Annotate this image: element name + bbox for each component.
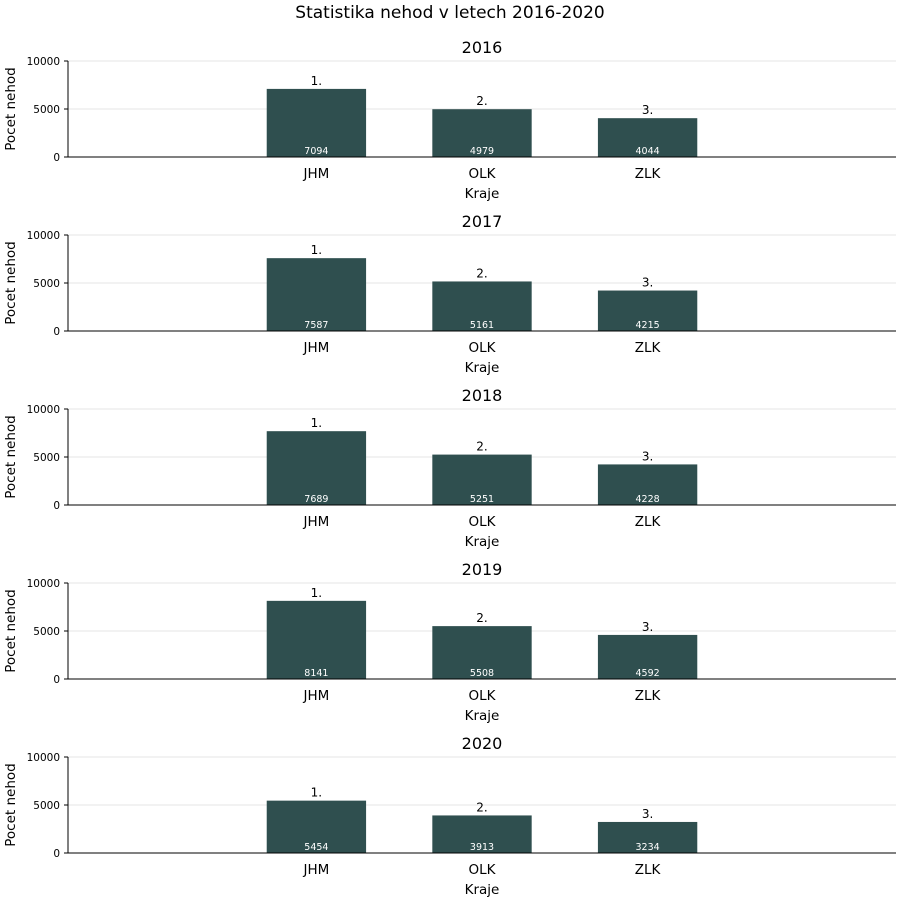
y-tick-label: 0 (53, 326, 60, 338)
y-tick-label: 5000 (33, 800, 60, 812)
x-tick-label: ZLK (635, 166, 662, 182)
rank-label: 3. (642, 807, 653, 821)
panel-title: 2018 (462, 386, 503, 405)
x-axis-label: Kraje (465, 186, 500, 202)
value-label: 5508 (470, 668, 494, 679)
rank-label: 2. (476, 611, 487, 625)
value-label: 7689 (304, 494, 328, 505)
x-tick-label: ZLK (635, 862, 662, 878)
x-tick-label: JHM (303, 340, 330, 356)
bar (432, 626, 532, 679)
figure-title: Statistika nehod v letech 2016-2020 (295, 3, 604, 23)
value-label: 4979 (470, 146, 494, 157)
y-axis-label: Pocet nehod (3, 415, 19, 498)
y-axis-label: Pocet nehod (3, 67, 19, 150)
bar (597, 821, 698, 853)
rank-label: 1. (311, 586, 322, 600)
y-axis-label: Pocet nehod (3, 241, 19, 324)
value-label: 8141 (304, 668, 328, 679)
bar (432, 454, 532, 505)
rank-label: 1. (311, 74, 322, 88)
x-axis-label: Kraje (465, 534, 500, 550)
y-tick-label: 5000 (33, 626, 60, 638)
x-axis-label: Kraje (465, 708, 500, 724)
rank-label: 3. (642, 103, 653, 117)
value-label: 7094 (304, 146, 328, 157)
y-tick-label: 5000 (33, 104, 60, 116)
rank-label: 1. (311, 243, 322, 257)
x-tick-label: OLK (469, 514, 497, 530)
rank-label: 2. (476, 440, 487, 454)
y-tick-label: 10000 (27, 56, 60, 68)
y-tick-label: 0 (53, 500, 60, 512)
x-tick-label: JHM (303, 514, 330, 530)
panel-title: 2016 (462, 38, 503, 57)
rank-label: 2. (476, 94, 487, 108)
y-tick-label: 10000 (27, 578, 60, 590)
y-tick-label: 10000 (27, 404, 60, 416)
x-tick-label: ZLK (635, 688, 662, 704)
value-label: 5251 (470, 494, 494, 505)
value-label: 5161 (470, 320, 494, 331)
y-tick-label: 5000 (33, 278, 60, 290)
value-label: 4592 (636, 668, 660, 679)
x-axis-label: Kraje (465, 360, 500, 376)
bar (266, 88, 367, 157)
x-tick-label: JHM (303, 166, 330, 182)
bar (266, 600, 367, 679)
rank-label: 2. (476, 800, 487, 814)
y-axis-label: Pocet nehod (3, 763, 19, 846)
rank-label: 1. (311, 416, 322, 430)
x-tick-label: ZLK (635, 340, 662, 356)
value-label: 7587 (304, 320, 328, 331)
value-label: 3913 (470, 842, 494, 853)
bar (266, 258, 367, 331)
panel-title: 2019 (462, 560, 503, 579)
x-tick-label: OLK (469, 862, 497, 878)
y-tick-label: 0 (53, 674, 60, 686)
panel-title: 2017 (462, 212, 503, 231)
y-tick-label: 0 (53, 848, 60, 860)
y-tick-label: 0 (53, 152, 60, 164)
value-label: 5454 (304, 842, 328, 853)
panel-title: 2020 (462, 734, 503, 753)
bar (432, 109, 532, 157)
rank-label: 2. (476, 266, 487, 280)
bar (597, 464, 698, 505)
rank-label: 1. (311, 786, 322, 800)
y-axis-label: Pocet nehod (3, 589, 19, 672)
rank-label: 3. (642, 449, 653, 463)
x-tick-label: JHM (303, 688, 330, 704)
x-tick-label: OLK (469, 340, 497, 356)
bar (597, 290, 698, 331)
x-tick-label: OLK (469, 688, 497, 704)
bar (266, 800, 367, 853)
value-label: 4228 (636, 494, 660, 505)
bar (597, 118, 698, 157)
y-tick-label: 5000 (33, 452, 60, 464)
y-tick-label: 10000 (27, 230, 60, 242)
x-axis-label: Kraje (465, 882, 500, 898)
x-tick-label: ZLK (635, 514, 662, 530)
x-tick-label: OLK (469, 166, 497, 182)
value-label: 3234 (636, 842, 660, 853)
value-label: 4215 (636, 320, 660, 331)
rank-label: 3. (642, 620, 653, 634)
y-tick-label: 10000 (27, 752, 60, 764)
x-tick-label: JHM (303, 862, 330, 878)
bar (266, 431, 367, 505)
bar (597, 634, 698, 679)
bar (432, 815, 532, 853)
value-label: 4044 (636, 146, 660, 157)
rank-label: 3. (642, 276, 653, 290)
bar (432, 281, 532, 331)
